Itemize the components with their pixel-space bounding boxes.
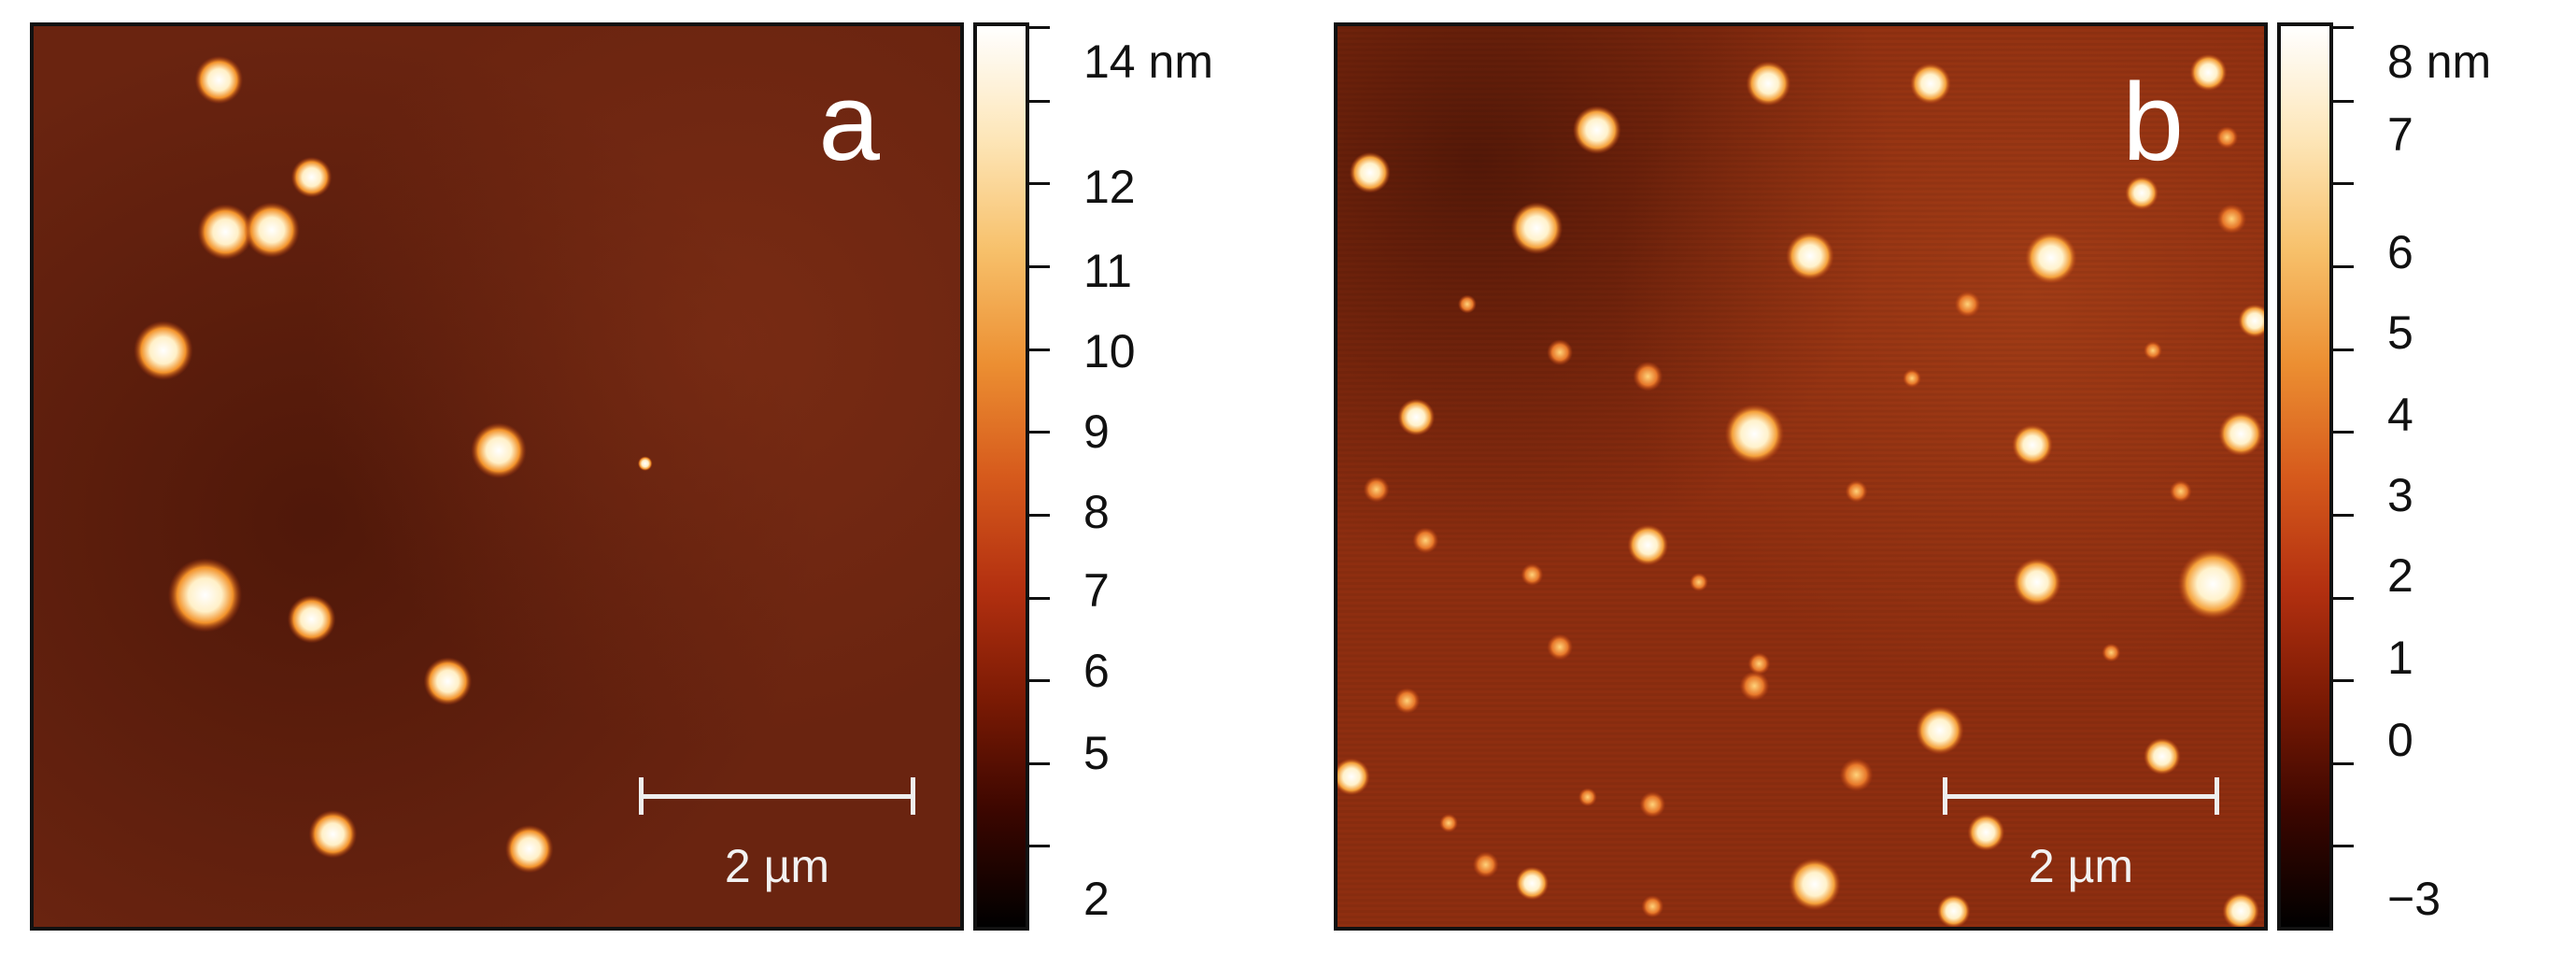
panel-label-b: b — [2122, 61, 2184, 184]
colorbar-b-label: 4 — [2387, 389, 2413, 441]
colorbar-a-label: 9 — [1083, 405, 1110, 458]
colorbar-ticks-a — [1029, 22, 1057, 931]
particle — [2222, 892, 2260, 927]
particle — [504, 824, 554, 874]
particle — [1954, 291, 1981, 318]
particle — [1578, 788, 1597, 807]
colorbar-a-label: 7 — [1083, 564, 1110, 617]
colorbar-b-label: −3 — [2387, 873, 2442, 925]
particle — [1510, 202, 1564, 254]
particle — [2238, 304, 2264, 338]
particle — [471, 422, 527, 478]
particle — [2125, 176, 2158, 210]
particle — [1472, 851, 1499, 878]
particle — [1739, 671, 1770, 702]
colorbar-a-label: 11 — [1083, 245, 1132, 297]
particle — [2144, 737, 2181, 775]
particle — [2025, 232, 2077, 284]
particle — [1412, 527, 1439, 554]
colorbar-b-label: 1 — [2387, 632, 2413, 684]
scale-bar-label-b: 2 µm — [2028, 840, 2134, 892]
particle — [2215, 126, 2239, 149]
scale-bar-label-a: 2 µm — [724, 840, 830, 892]
colorbar-b-label: 2 — [2387, 549, 2413, 602]
particle — [1845, 479, 1868, 503]
colorbar-a-label: 14 nm — [1083, 36, 1213, 88]
particle — [2216, 204, 2247, 235]
particle — [2102, 643, 2121, 662]
particle — [167, 558, 243, 633]
particle — [1521, 563, 1544, 587]
particles-b — [1338, 53, 2264, 927]
colorbar-a-label: 2 — [1083, 873, 1110, 925]
afm-topography-a — [34, 26, 960, 927]
particle — [1338, 758, 1370, 796]
colorbar-b — [2277, 22, 2333, 931]
colorbar-ticks-b — [2333, 22, 2361, 931]
particle — [2013, 558, 2061, 606]
afm-image-b: b 2 µm — [1334, 22, 2268, 931]
particle — [1363, 476, 1390, 503]
particle — [244, 202, 300, 258]
particle — [290, 156, 333, 198]
particle — [2218, 411, 2264, 457]
particle — [1572, 106, 1621, 154]
particle — [1457, 294, 1477, 314]
particle — [1639, 791, 1666, 818]
particle — [1515, 866, 1550, 901]
particle — [1394, 688, 1421, 714]
particle — [2144, 341, 2162, 361]
particles-a — [134, 55, 653, 874]
scale-bar-a — [639, 777, 915, 815]
particle — [2169, 479, 2192, 503]
particle — [423, 657, 473, 705]
particle — [1439, 814, 1458, 832]
particle — [1903, 368, 1921, 388]
particle — [1910, 63, 1951, 105]
colorbar-a-label: 10 — [1083, 325, 1136, 377]
particle — [1746, 61, 1791, 107]
particle — [287, 594, 336, 644]
particle — [134, 320, 193, 380]
particle — [2189, 53, 2228, 92]
particle — [1547, 633, 1573, 661]
particle — [1547, 339, 1573, 365]
panel-label-a: a — [818, 61, 880, 184]
afm-topography-b — [1338, 26, 2264, 927]
particle — [1633, 362, 1663, 391]
particle — [1724, 404, 1785, 464]
particle — [1627, 524, 1669, 566]
particle — [1839, 758, 1874, 792]
colorbar-a — [973, 22, 1029, 931]
particle — [2012, 424, 2053, 466]
particle — [197, 204, 254, 260]
particle — [1786, 232, 1834, 280]
particle — [637, 456, 653, 472]
particle — [2177, 548, 2249, 619]
colorbar-a-label: 8 — [1083, 486, 1110, 538]
colorbar-b-label: 5 — [2387, 306, 2413, 359]
particle — [1748, 652, 1771, 676]
colorbar-b-label: 7 — [2387, 108, 2413, 161]
scale-bar-b — [1943, 777, 2219, 815]
afm-image-a: a 2 µm — [30, 22, 964, 931]
colorbar-a-label: 12 — [1083, 161, 1136, 213]
particle — [1349, 151, 1391, 193]
particle — [1641, 895, 1664, 918]
particle — [1789, 858, 1841, 911]
particle — [1916, 705, 1964, 755]
colorbar-a-label: 5 — [1083, 727, 1110, 779]
colorbar-a-label: 6 — [1083, 645, 1110, 697]
particle — [1936, 894, 1971, 927]
colorbar-b-label: 3 — [2387, 469, 2413, 521]
particle — [1967, 814, 2005, 851]
particle — [194, 55, 244, 105]
particle — [1689, 573, 1708, 591]
particle — [1397, 398, 1436, 436]
colorbar-b-label: 8 nm — [2387, 36, 2492, 88]
colorbar-b-label: 0 — [2387, 714, 2413, 766]
particle — [308, 810, 358, 859]
colorbar-b-label: 6 — [2387, 226, 2413, 278]
